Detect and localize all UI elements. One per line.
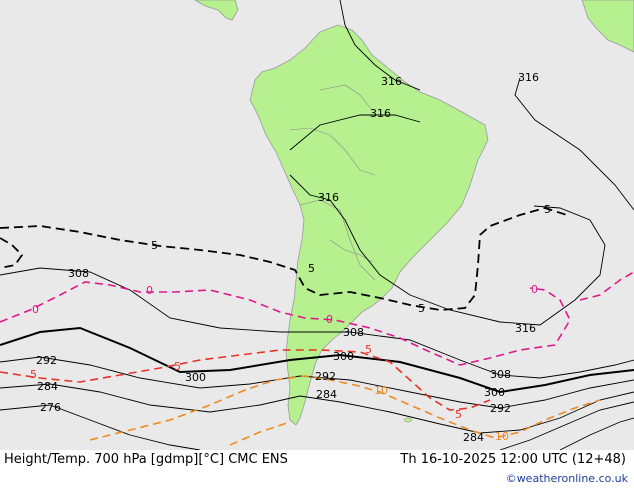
south-america-land xyxy=(249,24,489,426)
contour-276-east xyxy=(499,401,634,451)
temp-label-5: 5 xyxy=(151,239,158,252)
isotherm-minus10 xyxy=(89,375,601,446)
africa-land xyxy=(581,0,634,53)
temp-label-0: 0 xyxy=(326,313,333,326)
contour-292 xyxy=(0,356,634,409)
temp-label-5: 5 xyxy=(418,302,425,315)
contour-316-east xyxy=(514,77,634,211)
height-contours xyxy=(0,0,634,451)
contour-316-center xyxy=(289,174,606,326)
map-title: Height/Temp. 700 hPa [gdmp][°C] CMC ENS xyxy=(4,452,288,467)
contour-284 xyxy=(0,383,634,434)
contour-268-east xyxy=(559,417,634,451)
height-label: 284 xyxy=(316,388,337,401)
height-label: 284 xyxy=(37,380,58,393)
falkland-islands xyxy=(403,417,413,423)
credit-link[interactable]: ©weatheronline.co.uk xyxy=(505,472,628,485)
isotherm-plus5 xyxy=(0,207,571,311)
height-label: 292 xyxy=(36,354,57,367)
central-america-land xyxy=(194,0,239,21)
footer-background xyxy=(0,450,634,490)
height-label: 316 xyxy=(318,191,339,204)
height-label: 284 xyxy=(463,431,484,444)
contour-316-north xyxy=(339,0,421,91)
height-label: 276 xyxy=(40,401,61,414)
temp-label-minus5: 5 xyxy=(30,368,37,381)
temp-label-0: 0 xyxy=(146,284,153,297)
temp-label-minus5: 5 xyxy=(455,408,462,421)
height-label: 300 xyxy=(484,386,505,399)
height-label: 308 xyxy=(490,368,511,381)
height-labels: 316 316 316 316 316 308 308 308 300 300 … xyxy=(36,71,539,444)
height-label: 292 xyxy=(315,370,336,383)
height-label: 308 xyxy=(68,267,89,280)
height-label: 316 xyxy=(515,322,536,335)
temp-label-0: 0 xyxy=(531,283,538,296)
temp-label-minus5: 5 xyxy=(174,360,181,373)
land-masses xyxy=(194,0,634,426)
contour-276 xyxy=(0,404,201,451)
height-label: 316 xyxy=(381,75,402,88)
height-label: 292 xyxy=(490,402,511,415)
country-borders xyxy=(289,84,376,281)
height-label: 300 xyxy=(333,350,354,363)
height-label: 316 xyxy=(518,71,539,84)
contour-300 xyxy=(0,326,634,394)
temp-label-5: 5 xyxy=(308,262,315,275)
contour-308 xyxy=(0,267,634,379)
temperature-labels: 5 5 5 5 0 0 0 0 5 5 5 5 10 10 xyxy=(30,203,551,443)
isotherm-zero xyxy=(0,271,634,366)
height-label: 300 xyxy=(185,371,206,384)
temp-label-minus10: 10 xyxy=(495,430,509,443)
temp-label-minus10: 10 xyxy=(374,384,388,397)
height-label: 316 xyxy=(370,107,391,120)
isotherm-minus5 xyxy=(0,349,491,411)
temp-label-minus5: 5 xyxy=(365,343,372,356)
temp-label-5: 5 xyxy=(544,203,551,216)
height-label: 308 xyxy=(343,326,364,339)
contour-316-amazon xyxy=(289,114,421,151)
temp-label-0: 0 xyxy=(32,303,39,316)
valid-time: Th 16-10-2025 12:00 UTC (12+48) xyxy=(400,452,626,467)
